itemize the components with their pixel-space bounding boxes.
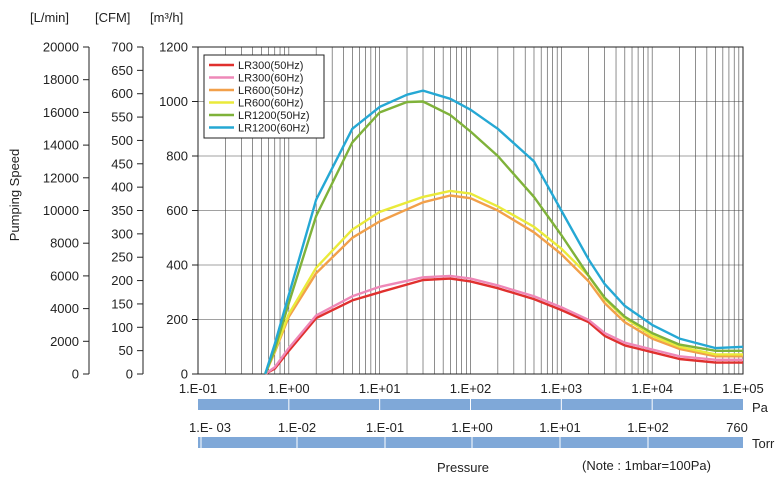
- x-tick-label: 1.E+00: [268, 381, 310, 396]
- y-tick-label: 1200: [159, 40, 188, 55]
- legend: LR300(50Hz)LR300(60Hz)LR600(50Hz)LR600(6…: [203, 54, 325, 139]
- legend-label-2: LR600(50Hz): [238, 85, 303, 97]
- series-line-1: [264, 274, 743, 375]
- torr-bar-ticks: [200, 437, 649, 448]
- series-line-2: [264, 194, 743, 375]
- y-tick-label: 100: [111, 320, 133, 335]
- y-tick-label: 700: [111, 40, 133, 55]
- y-tick-label: 2000: [50, 334, 79, 349]
- y-tick-label: 8000: [50, 236, 79, 251]
- y-tick-label: 12000: [43, 170, 79, 185]
- series-line-3: [264, 189, 743, 375]
- x-tick-label: 1.E+01: [359, 381, 401, 396]
- x-tick-label: 1.E+02: [450, 381, 492, 396]
- x-tick-label: 1.E-01: [179, 381, 217, 396]
- series-line-4: [264, 100, 743, 375]
- y-tick-label: 650: [111, 63, 133, 78]
- y-tick-label: 150: [111, 296, 133, 311]
- y-tick-label: 4000: [50, 301, 79, 316]
- y-tick-label: 1000: [159, 94, 188, 109]
- unit-m3h: [m³/h]: [150, 10, 183, 25]
- y-tick-label: 10000: [43, 203, 79, 218]
- x-axis-label: Pressure: [437, 460, 489, 475]
- x-tick-label: 1.E+05: [722, 381, 764, 396]
- legend-label-5: LR1200(60Hz): [238, 123, 310, 135]
- y-tick-label: 16000: [43, 105, 79, 120]
- torr-tick-label: 760: [726, 420, 748, 435]
- series-lines: [264, 89, 744, 376]
- legend-label-3: LR600(60Hz): [238, 98, 303, 110]
- x-tick-label: 1.E+03: [541, 381, 583, 396]
- y-tick-label: 500: [111, 133, 133, 148]
- y-tick-label: 50: [119, 343, 133, 358]
- y-tick-label: 550: [111, 110, 133, 125]
- y-tick-label: 250: [111, 250, 133, 265]
- unit-lmin: [L/min]: [30, 10, 69, 25]
- torr-tick-label: 1.E+00: [451, 420, 493, 435]
- pressure-note: (Note : 1mbar=100Pa): [582, 458, 711, 473]
- y-tick-label: 450: [111, 156, 133, 171]
- legend-label-1: LR300(60Hz): [238, 73, 303, 85]
- torr-unit-label: Torr: [752, 436, 775, 451]
- x-tick-label: 1.E+04: [631, 381, 673, 396]
- y-tick-label: 400: [166, 258, 188, 273]
- y-tick-label: 0: [72, 367, 79, 382]
- y-tick-label: 200: [111, 273, 133, 288]
- y-tick-label: 6000: [50, 268, 79, 283]
- torr-tick-label: 1.E- 03: [189, 420, 231, 435]
- y-tick-label: 200: [166, 312, 188, 327]
- y-tick-label: 350: [111, 203, 133, 218]
- torr-tick-label: 1.E+01: [539, 420, 581, 435]
- y-tick-label: 14000: [43, 138, 79, 153]
- y-tick-label: 600: [111, 86, 133, 101]
- y-tick-label: 300: [111, 226, 133, 241]
- axes: 2000018000160001400012000100008000600040…: [43, 40, 764, 397]
- torr-tick-label: 1.E-01: [366, 420, 404, 435]
- y-tick-label: 18000: [43, 72, 79, 87]
- y-tick-label: 400: [111, 180, 133, 195]
- y-tick-label: 600: [166, 203, 188, 218]
- pa-unit-label: Pa: [752, 400, 769, 415]
- torr-tick-label: 1.E-02: [278, 420, 316, 435]
- y-tick-label: 800: [166, 149, 188, 164]
- series-line-5: [264, 89, 744, 375]
- torr-scale-bar: [198, 437, 743, 448]
- series-line-0: [264, 277, 743, 376]
- legend-label-4: LR1200(50Hz): [238, 110, 310, 122]
- pa-bar-ticks: [288, 399, 653, 410]
- y-tick-label: 0: [126, 367, 133, 382]
- y-axis-label: Pumping Speed: [7, 149, 22, 242]
- torr-tick-labels: 1.E- 03 1.E-02 1.E-01 1.E+00 1.E+01 1.E+02 760: [189, 420, 748, 435]
- torr-tick-label: 1.E+02: [627, 420, 669, 435]
- y-tick-label: 20000: [43, 40, 79, 55]
- y-tick-label: 0: [181, 367, 188, 382]
- legend-box: [203, 54, 325, 139]
- legend-label-0: LR300(50Hz): [238, 60, 303, 72]
- unit-cfm: [CFM]: [95, 10, 130, 25]
